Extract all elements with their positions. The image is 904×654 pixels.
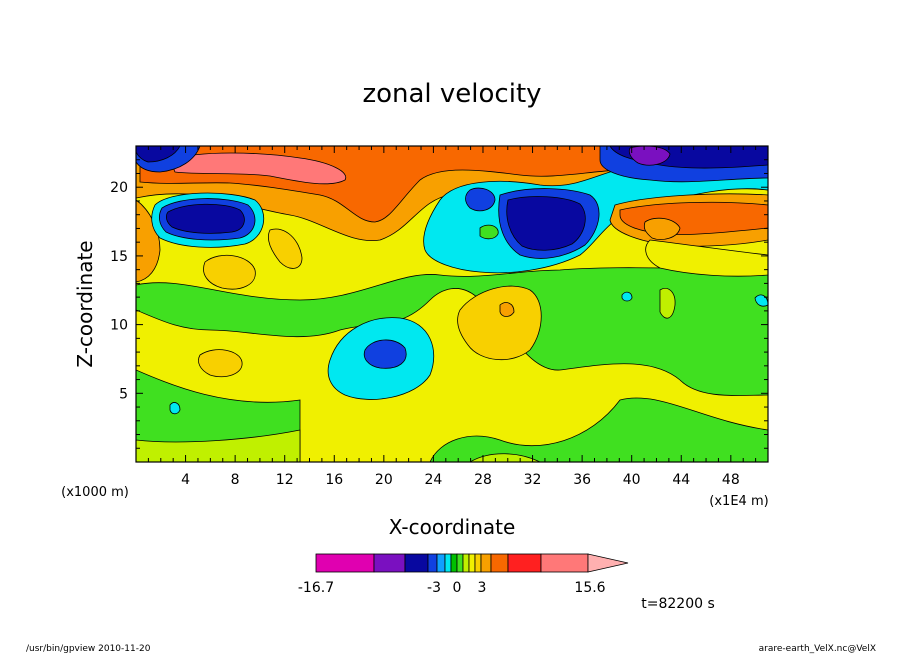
colorbar-label-zero: 0: [453, 580, 462, 596]
colorbar-segment: [404, 553, 429, 573]
colorbar-segment: [427, 553, 438, 573]
time-label: t=82200 s: [641, 596, 715, 612]
colorbar-label-min: -16.7: [298, 580, 334, 596]
colorbar-segment: [507, 553, 542, 573]
x-tick-label: 16: [325, 472, 343, 488]
footer-right: arare-earth_VelX.nc@VelX: [759, 644, 876, 654]
x-tick-label: 8: [231, 472, 240, 488]
colorbar-segment: [480, 553, 492, 573]
colorbar-segment: [474, 553, 482, 573]
plot-frame: [135, 145, 769, 463]
x-tick-label: 12: [276, 472, 294, 488]
footer-left: /usr/bin/gpview 2010-11-20: [26, 644, 151, 654]
colorbar-label-max: 15.6: [574, 580, 605, 596]
x-tick-label: 48: [722, 472, 740, 488]
colorbar-segment: [540, 553, 589, 573]
colorbar-segment: [462, 553, 470, 573]
contour-field: [136, 146, 768, 462]
colorbar-segment: [436, 553, 446, 573]
y-tick-label: 15: [110, 249, 128, 265]
colorbar: [315, 553, 629, 573]
chart-title: zonal velocity: [362, 79, 541, 109]
y-tick-label: 5: [119, 386, 128, 402]
y-axis: 5 10 15 20: [110, 145, 768, 463]
colorbar-segment: [444, 553, 452, 573]
x-unit-label: (x1000 m): [61, 485, 129, 500]
colorbar-extension: [587, 553, 629, 573]
x-axis-label: X-coordinate: [389, 515, 516, 539]
x-tick-label: 28: [474, 472, 492, 488]
colorbar-segment: [373, 553, 406, 573]
x-tick-label: 32: [524, 472, 542, 488]
x-tick-label: 36: [573, 472, 591, 488]
colorbar-segment: [456, 553, 464, 573]
colorbar-segment: [315, 553, 375, 573]
x-tick-label: 20: [375, 472, 393, 488]
colorbar-segment: [490, 553, 509, 573]
y-tick-label: 10: [110, 318, 128, 334]
x-tick-label: 40: [623, 472, 641, 488]
colorbar-label-neg3: -3: [427, 580, 441, 596]
x-axis: 4 8 12 16 20 24 28 32 36 40 44 48: [135, 146, 769, 488]
x-scale-label: (x1E4 m): [709, 494, 768, 509]
colorbar-segment: [450, 553, 458, 573]
x-tick-label: 44: [672, 472, 690, 488]
y-axis-label: Z-coordinate: [73, 240, 97, 367]
colorbar-segment: [468, 553, 476, 573]
colorbar-label-pos3: 3: [478, 580, 487, 596]
x-tick-label: 4: [181, 472, 190, 488]
x-tick-label: 24: [424, 472, 442, 488]
y-tick-label: 20: [110, 180, 128, 196]
